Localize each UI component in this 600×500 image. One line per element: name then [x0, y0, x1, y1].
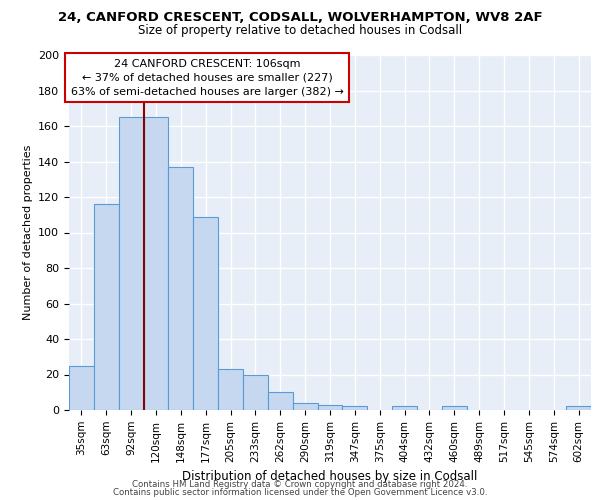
Bar [218, 369, 243, 410]
Bar [193, 216, 218, 410]
Bar [69, 366, 94, 410]
Bar [243, 374, 268, 410]
Text: Contains public sector information licensed under the Open Government Licence v3: Contains public sector information licen… [113, 488, 487, 497]
Text: 24, CANFORD CRESCENT, CODSALL, WOLVERHAMPTON, WV8 2AF: 24, CANFORD CRESCENT, CODSALL, WOLVERHAM… [58, 11, 542, 24]
Bar [566, 406, 591, 410]
Bar [268, 392, 293, 410]
Bar [442, 406, 467, 410]
Bar [343, 406, 367, 410]
Bar [94, 204, 119, 410]
X-axis label: Distribution of detached houses by size in Codsall: Distribution of detached houses by size … [182, 470, 478, 483]
Bar [392, 406, 417, 410]
Text: Size of property relative to detached houses in Codsall: Size of property relative to detached ho… [138, 24, 462, 37]
Text: Contains HM Land Registry data © Crown copyright and database right 2024.: Contains HM Land Registry data © Crown c… [132, 480, 468, 489]
Bar [317, 404, 343, 410]
Text: 24 CANFORD CRESCENT: 106sqm
← 37% of detached houses are smaller (227)
63% of se: 24 CANFORD CRESCENT: 106sqm ← 37% of det… [71, 58, 344, 96]
Bar [169, 167, 193, 410]
Y-axis label: Number of detached properties: Number of detached properties [23, 145, 32, 320]
Bar [119, 117, 143, 410]
Bar [293, 403, 317, 410]
Bar [143, 117, 169, 410]
